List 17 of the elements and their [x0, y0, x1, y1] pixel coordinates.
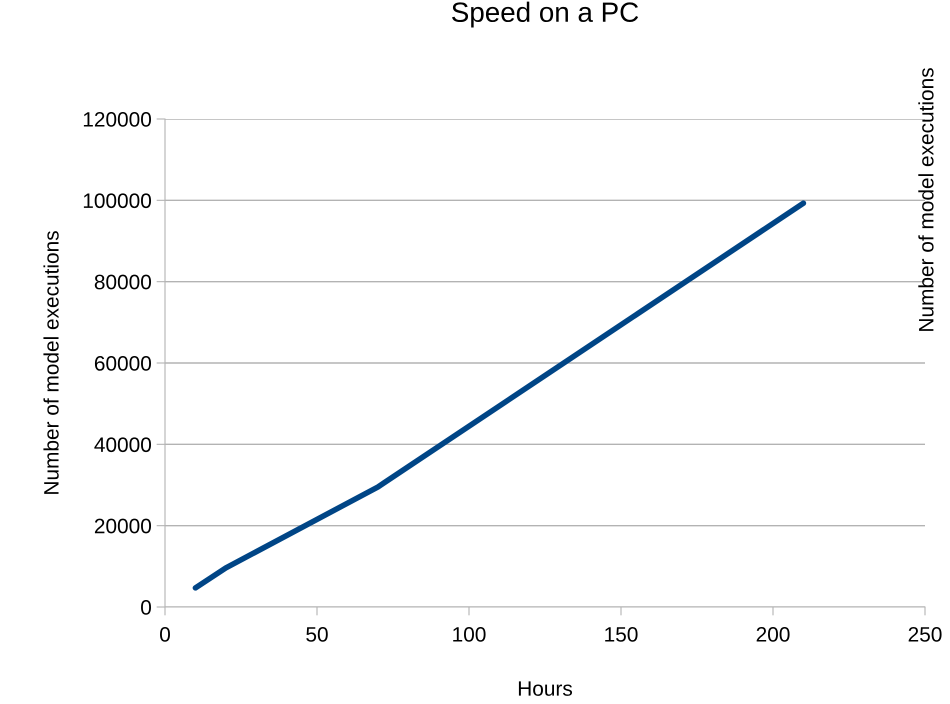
- x-tick-label: 200: [756, 626, 790, 642]
- x-tick-label: 250: [908, 626, 942, 642]
- y-tick-label: 40000: [94, 437, 151, 452]
- y-axis-title: Number of model executions: [43, 231, 59, 494]
- x-axis-title: Hours: [518, 681, 572, 696]
- y2-axis-title: Number of model executions: [918, 68, 934, 331]
- x-tick-label: 100: [453, 626, 486, 642]
- x-tick-label: 0: [160, 626, 170, 642]
- y-tick-label: 80000: [94, 274, 151, 290]
- x-tick-label: 150: [605, 626, 638, 642]
- x-tick-label: 50: [306, 626, 328, 642]
- chart-title: Speed on a PC: [452, 2, 638, 28]
- y-tick-label: 100000: [84, 193, 151, 208]
- y-tick-label: 0: [141, 600, 151, 615]
- y-tick-label: 20000: [94, 518, 151, 534]
- y-tick-label: 120000: [84, 112, 151, 127]
- y-tick-label: 60000: [94, 356, 151, 371]
